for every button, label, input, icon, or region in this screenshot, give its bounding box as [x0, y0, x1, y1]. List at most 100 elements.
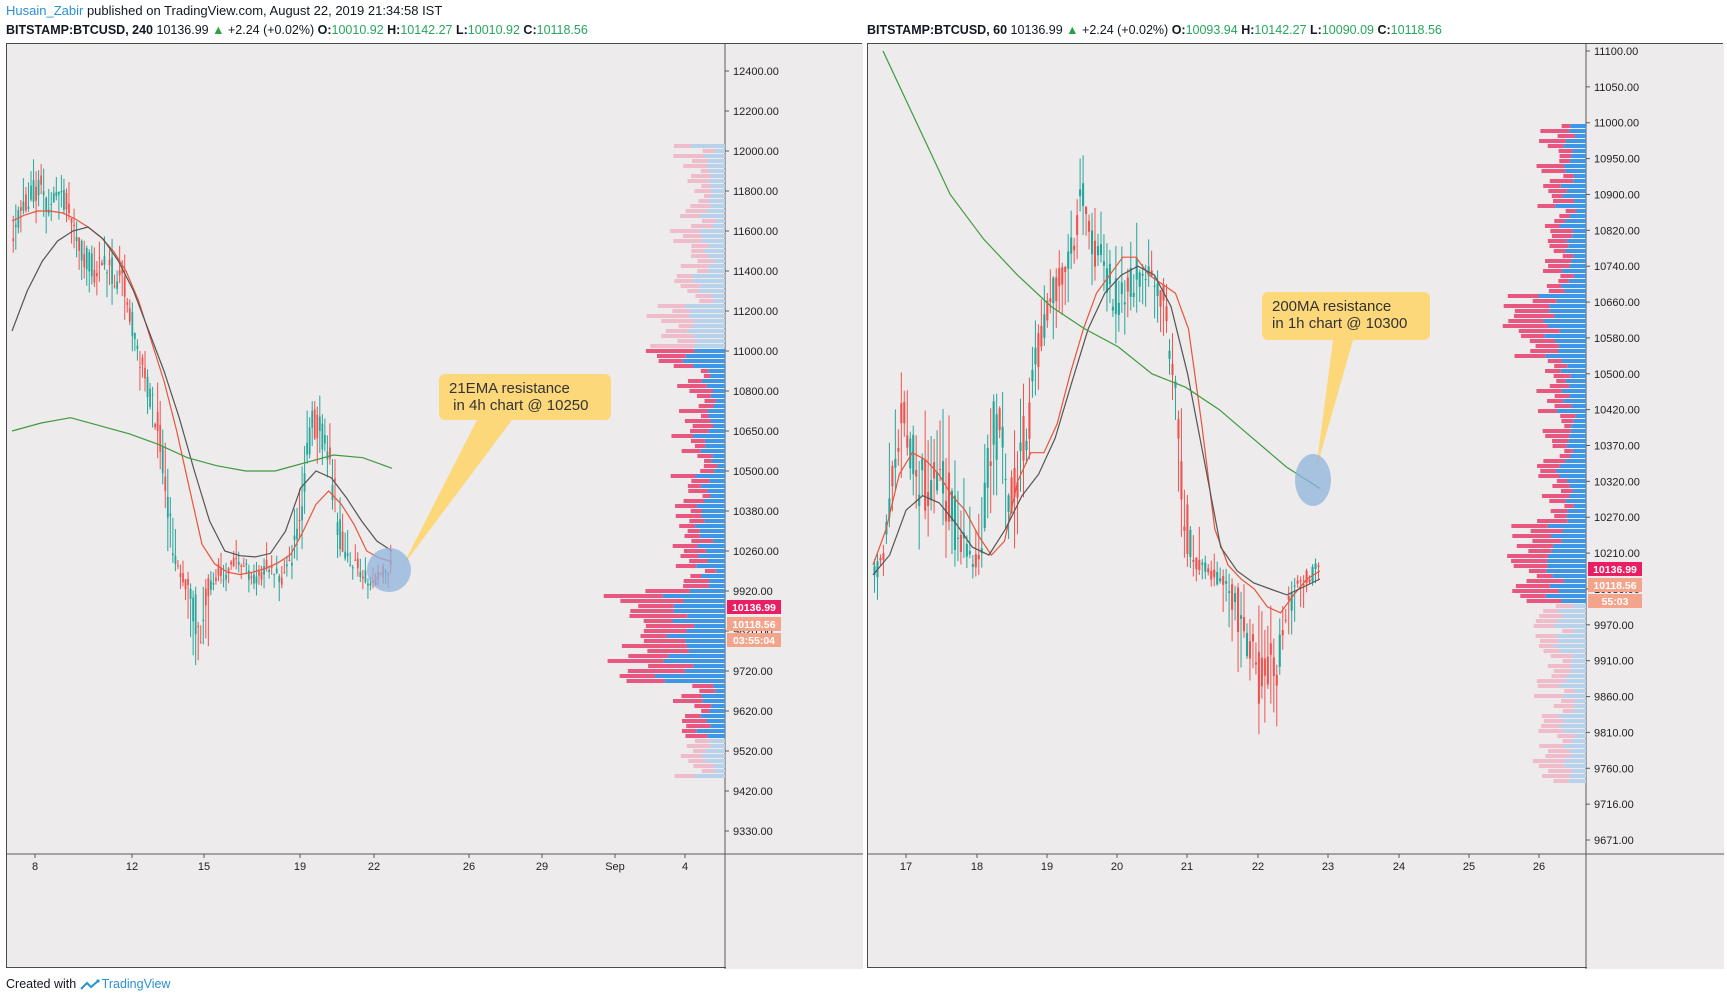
candle-body — [1308, 579, 1311, 583]
high-label: H: — [387, 23, 401, 37]
candle-body — [217, 564, 220, 576]
candle-body — [166, 496, 169, 518]
volume-profile-bar-sell — [658, 359, 683, 363]
chart-svg[interactable]: 11100.00 11050.00 11000.00 10950.00 10900.00… — [868, 44, 1724, 969]
volume-profile-bar-buy — [1558, 589, 1586, 593]
chart-area[interactable]: 11100.00 11050.00 11000.00 10950.00 10900.00… — [867, 43, 1724, 969]
candle-body — [98, 257, 101, 259]
volume-profile-bar-sell — [701, 769, 715, 773]
volume-profile-bar-buy — [1571, 404, 1586, 408]
candle-body — [1135, 257, 1138, 280]
x-tick-label: 12 — [126, 861, 138, 873]
volume-profile-bar-buy — [710, 494, 725, 498]
volume-profile-bar-buy — [705, 749, 725, 753]
volume-profile-bar-buy — [713, 404, 725, 408]
candle-body — [1245, 632, 1249, 657]
volume-profile-bar-sell — [1559, 214, 1570, 218]
candle-body — [1117, 302, 1120, 315]
volume-profile-bar-buy — [701, 694, 725, 698]
candle-body — [139, 367, 141, 369]
x-tick-label: 23 — [1322, 861, 1334, 873]
volume-profile-bar-sell — [1556, 479, 1568, 483]
volume-profile-bar-buy — [1570, 374, 1586, 378]
volume-profile-bar-buy — [700, 449, 725, 453]
low-label: L: — [455, 23, 468, 37]
volume-profile-bar-sell — [1554, 219, 1565, 223]
price-axis-label: 55:03 — [1602, 596, 1629, 608]
volume-profile-bar-sell — [677, 384, 707, 388]
x-tick-label: 26 — [1533, 861, 1545, 873]
volume-profile-bar-buy — [696, 564, 725, 568]
open-label: O: — [1171, 23, 1186, 37]
y-tick-label: 11000.00 — [1594, 118, 1639, 130]
ma-line-ma200 — [11, 417, 393, 472]
candle-body — [225, 574, 227, 580]
chart-svg[interactable]: 12400.00 12200.00 12000.00 11800.00 11600.00… — [7, 44, 863, 969]
volume-profile-bar-buy — [1565, 169, 1586, 173]
volume-profile-bar-buy — [708, 414, 725, 418]
volume-profile-bar-buy — [689, 589, 725, 593]
volume-profile-bar-sell — [1547, 239, 1567, 243]
volume-profile-bar-buy — [708, 584, 725, 588]
candle-body — [288, 559, 291, 561]
volume-profile-bar-sell — [690, 224, 713, 228]
volume-profile-bar-sell — [1513, 314, 1555, 318]
volume-profile-bar-buy — [695, 339, 725, 343]
volume-profile-bar-buy — [694, 774, 725, 778]
candle-body — [924, 459, 927, 511]
volume-profile-bar-buy — [1569, 494, 1586, 498]
x-tick-label: 26 — [463, 861, 475, 873]
candle-body — [971, 564, 974, 567]
price-axis-label-bg — [1588, 594, 1642, 608]
candle-body — [253, 574, 255, 584]
volume-profile-bar-sell — [675, 514, 702, 518]
candle-body — [364, 570, 367, 582]
volume-profile-bar-buy — [666, 634, 725, 638]
price-axis-bg — [1587, 44, 1724, 969]
volume-profile-bar-buy — [1553, 544, 1586, 548]
volume-profile-bar-buy — [1547, 564, 1586, 568]
symbol-legend: BITSTAMP:BTCUSD, 240 10136.99 ▲ +2.24 (+… — [6, 20, 588, 40]
price-axis-bg — [726, 44, 863, 969]
volume-profile-bar-buy — [1565, 499, 1586, 503]
volume-profile-bar-sell — [1538, 474, 1560, 478]
volume-profile-bar-sell — [1564, 449, 1573, 453]
candle-body — [1141, 273, 1144, 276]
volume-profile-bar-buy — [710, 374, 725, 378]
candle-body — [85, 247, 88, 270]
volume-profile-bar-buy — [664, 679, 725, 683]
volume-profile-bar-buy — [1567, 479, 1586, 483]
candle-body — [369, 583, 372, 586]
tradingview-link[interactable]: TradingView — [101, 977, 171, 991]
volume-profile-bar-sell — [1554, 364, 1568, 368]
volume-profile-bar-sell — [1553, 249, 1566, 253]
volume-profile-bar-sell — [1538, 644, 1555, 648]
volume-profile-bar-sell — [640, 634, 667, 638]
volume-profile-bar-sell — [1541, 714, 1559, 718]
volume-profile-bar-buy — [707, 409, 725, 413]
volume-profile-bar-buy — [711, 194, 725, 198]
candle-body — [285, 564, 288, 567]
author-link[interactable]: Husain_Zabir — [6, 3, 84, 18]
candle-body — [1025, 440, 1028, 450]
volume-profile-bar-sell — [629, 614, 688, 618]
candle-body — [959, 534, 962, 553]
volume-profile-bar-sell — [691, 244, 709, 248]
volume-profile-bar-buy — [1561, 599, 1586, 603]
candle-body — [30, 185, 32, 200]
volume-profile-bar-sell — [691, 174, 711, 178]
volume-profile-bar-sell — [691, 249, 704, 253]
symbol-name[interactable]: BITSTAMP:BTCUSD, 60 — [867, 23, 1008, 37]
volume-profile-bar-sell — [1537, 464, 1560, 468]
chart-area[interactable]: 12400.00 12200.00 12000.00 11800.00 11600.00… — [6, 43, 863, 969]
candle-body — [1019, 442, 1022, 451]
y-tick-label: 9860.00 — [1594, 692, 1634, 704]
symbol-name[interactable]: BITSTAMP:BTCUSD, 240 — [6, 23, 154, 37]
y-tick-label: 9810.00 — [1594, 727, 1634, 739]
candle-body — [192, 597, 195, 622]
volume-profile-bar-buy — [1564, 679, 1586, 683]
candle-body — [1058, 268, 1061, 287]
volume-profile-bar-buy — [1572, 654, 1586, 658]
annotation-text: in 4h chart @ 10250 — [449, 397, 588, 414]
volume-profile-bar-buy — [1563, 399, 1586, 403]
